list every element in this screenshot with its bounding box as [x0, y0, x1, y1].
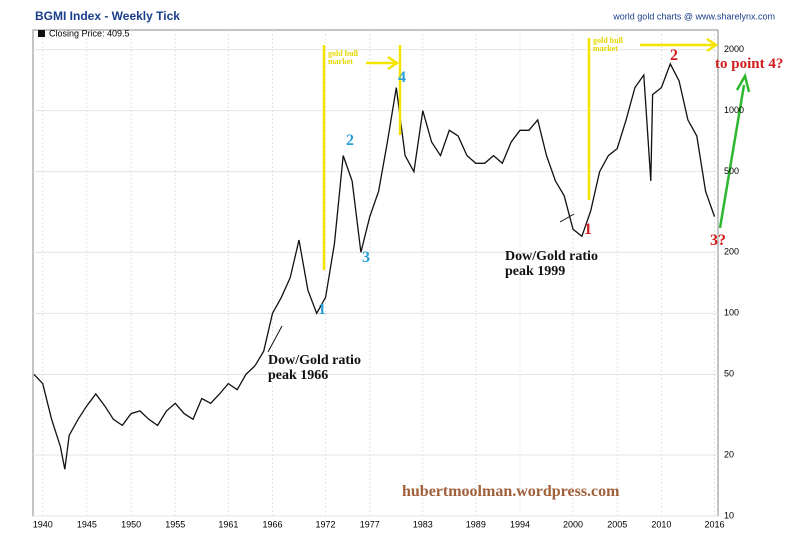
- x-tick-label: 1977: [360, 519, 380, 529]
- plot-area: [32, 29, 719, 517]
- price-line: [33, 62, 716, 470]
- legend-label: Closing Price: 409.5: [49, 28, 130, 38]
- x-tick-label: 1955: [165, 519, 185, 529]
- green-arrow: [718, 84, 746, 229]
- y-tick-label: 50: [724, 369, 734, 379]
- y-tick-label: 20: [724, 449, 734, 459]
- x-tick-label: 1972: [316, 519, 336, 529]
- annotation: 1: [318, 301, 326, 318]
- bull-arrowhead: [387, 55, 400, 71]
- legend-swatch: [38, 30, 45, 37]
- x-tick-label: 1950: [121, 519, 141, 529]
- annotation: hubertmoolman.wordpress.com: [402, 483, 620, 500]
- grid: [33, 30, 718, 517]
- annotation: 4: [398, 69, 406, 86]
- y-tick-label: 500: [724, 166, 739, 176]
- x-tick-label: 1966: [263, 519, 283, 529]
- x-tick-label: 2016: [704, 519, 724, 529]
- bull-arrowhead: [706, 37, 719, 53]
- x-tick-label: 2005: [607, 519, 627, 529]
- x-tick-label: 1989: [466, 519, 486, 529]
- x-tick-label: 2000: [563, 519, 583, 529]
- green-arrowhead: [735, 72, 751, 93]
- x-tick-label: 2010: [651, 519, 671, 529]
- pointer: [267, 325, 283, 353]
- y-tick-label: 1000: [724, 105, 744, 115]
- annotation: Dow/Gold ratio peak 1966: [268, 353, 361, 383]
- decorations: [267, 37, 751, 353]
- x-tick-label: 1961: [218, 519, 238, 529]
- y-tick-label: 100: [724, 308, 739, 318]
- y-tick-label: 200: [724, 247, 739, 257]
- annotation: gold bull market: [328, 49, 359, 67]
- annotation: 3: [362, 249, 370, 266]
- x-tick-label: 1994: [510, 519, 530, 529]
- y-tick-label: 2000: [724, 44, 744, 54]
- annotation: to point 4?: [715, 56, 784, 72]
- annotation: gold bull market: [593, 36, 624, 54]
- y-tick-label: 10: [724, 510, 734, 520]
- chart-title: BGMI Index - Weekly Tick: [35, 9, 180, 23]
- pointer: [559, 213, 575, 223]
- x-tick-label: 1983: [413, 519, 433, 529]
- annotation: Dow/Gold ratio peak 1999: [505, 249, 598, 279]
- series: [33, 62, 716, 470]
- x-tick-label: 1940: [33, 519, 53, 529]
- annotation: 2: [670, 47, 678, 64]
- annotation: 1: [584, 221, 592, 238]
- annotation: 2: [346, 132, 354, 149]
- x-tick-label: 1945: [77, 519, 97, 529]
- annotation: 3?: [710, 232, 726, 249]
- chart-subtitle: world gold charts @ www.sharelynx.com: [612, 11, 775, 21]
